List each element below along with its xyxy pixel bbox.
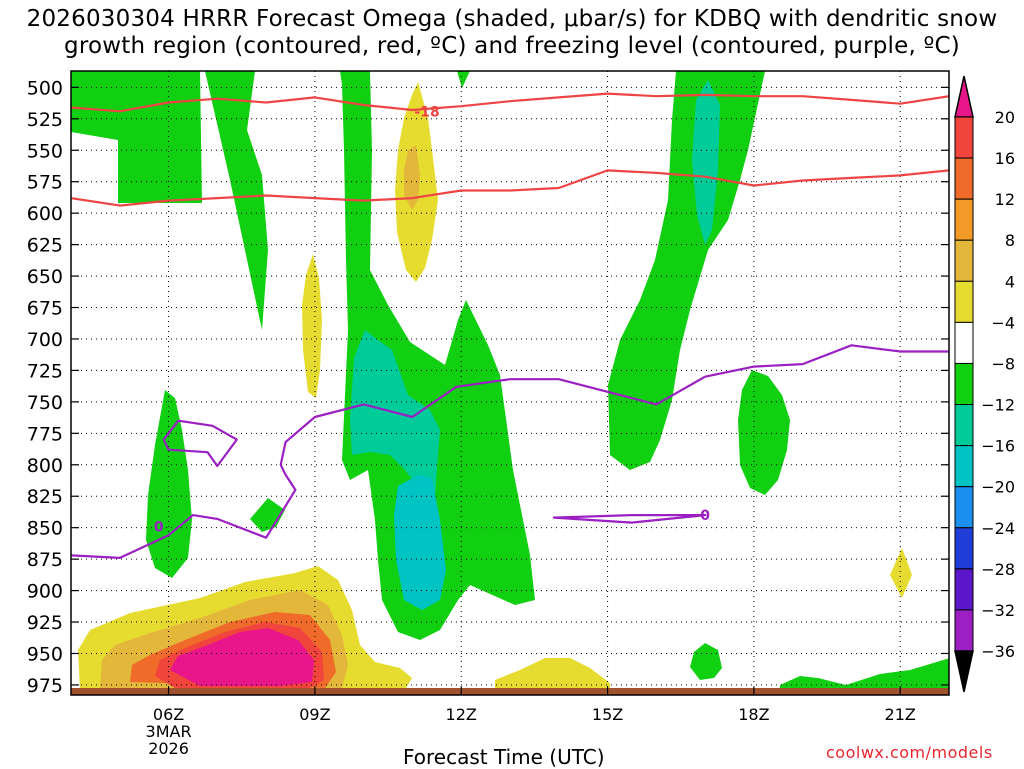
colorbar-label: −36 — [981, 642, 1015, 661]
y-tick-label: 775 — [27, 423, 63, 445]
colorbar: 20 16 12 8 4 −4 −8 −12 −16 −20 −24 −28 −32 −36 — [954, 75, 1015, 693]
omega-region-strong-ascent-17z — [692, 80, 720, 245]
dgz-contour-1 — [71, 169, 949, 207]
y-axis: 500 525 550 575 600 625 650 675 700 725 750 775 800 8… — [27, 77, 949, 697]
freezing-contour-2 — [552, 513, 707, 524]
y-tick-label: 800 — [27, 455, 63, 477]
y-tick-label: 900 — [27, 581, 63, 603]
colorbar-bin — [954, 362, 974, 406]
colorbar-label: 12 — [995, 190, 1015, 209]
omega-shading — [71, 71, 949, 695]
omega-region-ascent-notch — [457, 71, 470, 88]
colorbar-bin — [954, 321, 974, 364]
chart-title-line-2: growth region (contoured, red, ºC) and f… — [64, 33, 960, 59]
colorbar-bin-top — [954, 75, 974, 118]
x-tick-label: 15Z — [592, 705, 623, 724]
omega-region-descent-low-max — [170, 628, 314, 686]
omega-region-descent-13z — [495, 658, 610, 695]
freezing-contour-0 — [71, 344, 949, 560]
freezing-contour-2-label: 0 — [700, 508, 710, 524]
credit-link[interactable]: coolwx.com/models — [826, 743, 993, 762]
x-tick-label: 12Z — [446, 705, 477, 724]
dgz-contour-0 — [71, 92, 949, 113]
freezing-contour-1 — [162, 419, 238, 468]
y-tick-label: 500 — [27, 77, 63, 99]
dgz-contour-0-label: -18 — [414, 104, 439, 120]
colorbar-label: 16 — [995, 149, 1015, 168]
colorbar-label: −16 — [981, 437, 1015, 456]
colorbar-bin — [954, 445, 974, 488]
y-tick-label: 600 — [27, 203, 63, 225]
x-tick-label: 18Z — [738, 705, 769, 724]
colorbar-label: −4 — [991, 313, 1015, 332]
y-tick-label: 825 — [27, 486, 63, 508]
y-tick-label: 700 — [27, 329, 63, 351]
omega-region-ascent-upper-left-block — [71, 71, 202, 203]
colorbar-bin — [954, 239, 974, 282]
colorbar-bin — [954, 157, 974, 200]
y-tick-label: 850 — [27, 518, 63, 540]
omega-region-ascent-19z — [738, 370, 790, 495]
colorbar-bin — [954, 527, 974, 570]
colorbar-label: −28 — [981, 560, 1015, 579]
x-tick-sublabel: 2026 — [148, 739, 189, 758]
colorbar-label: −8 — [991, 354, 1015, 373]
colorbar-bin — [954, 198, 974, 241]
y-tick-label: 675 — [27, 298, 63, 320]
omega-region-ascent-08z — [250, 498, 285, 532]
freezing-contour-0-label: 0 — [154, 519, 164, 535]
colorbar-label: −24 — [981, 519, 1015, 538]
colorbar-bin-bottom — [954, 650, 974, 693]
colorbar-label: −20 — [981, 478, 1015, 497]
y-tick-label: 925 — [27, 612, 63, 634]
chart-title: 2026030304 HRRR Forecast Omega (shaded, … — [0, 6, 1024, 60]
y-tick-label: 725 — [27, 360, 63, 382]
colorbar-bin — [954, 280, 974, 323]
y-tick-label: 875 — [27, 549, 63, 571]
colorbar-label: −12 — [981, 396, 1015, 415]
plot-frame — [70, 70, 950, 696]
chart-title-line-1: 2026030304 HRRR Forecast Omega (shaded, … — [26, 6, 998, 32]
y-tick-label: 575 — [27, 172, 63, 194]
colorbar-label: 4 — [1005, 272, 1015, 291]
ground-strip — [71, 688, 949, 695]
colorbar-bin — [954, 486, 974, 529]
x-tick-label: 09Z — [299, 705, 330, 724]
omega-region-ascent-15-18z — [608, 71, 765, 470]
colorbar-bin — [954, 404, 974, 447]
x-tick-label: 21Z — [885, 705, 916, 724]
colorbar-label: 8 — [1005, 231, 1015, 250]
colorbar-bin — [954, 568, 974, 611]
omega-region-ascent-lower-right — [780, 658, 949, 695]
gridlines — [71, 71, 949, 695]
y-tick-label: 750 — [27, 392, 63, 414]
colorbar-bin — [954, 609, 974, 652]
omega-region-ascent-17z-low — [690, 643, 722, 680]
omega-region-descent-21z — [890, 548, 912, 598]
omega-region-ascent-06z — [146, 390, 192, 578]
y-tick-label: 550 — [27, 140, 63, 162]
colorbar-bin — [954, 116, 974, 159]
y-tick-label: 650 — [27, 266, 63, 288]
y-tick-label: 525 — [27, 109, 63, 131]
x-tick-label: 06Z — [153, 705, 184, 724]
y-tick-label: 625 — [27, 235, 63, 257]
contours: -18 0 0 — [71, 92, 949, 560]
omega-region-descent-09z — [302, 254, 322, 398]
y-tick-label: 975 — [27, 675, 63, 697]
x-tick-sublabel: 3MAR — [146, 722, 192, 741]
omega-region-descent-11z-core — [404, 145, 420, 210]
omega-region-strongest-ascent — [394, 475, 446, 610]
y-tick-label: 950 — [27, 643, 63, 665]
x-axis-title: Forecast Time (UTC) — [403, 745, 605, 769]
colorbar-label: 20 — [995, 108, 1015, 127]
colorbar-label: −32 — [981, 601, 1015, 620]
